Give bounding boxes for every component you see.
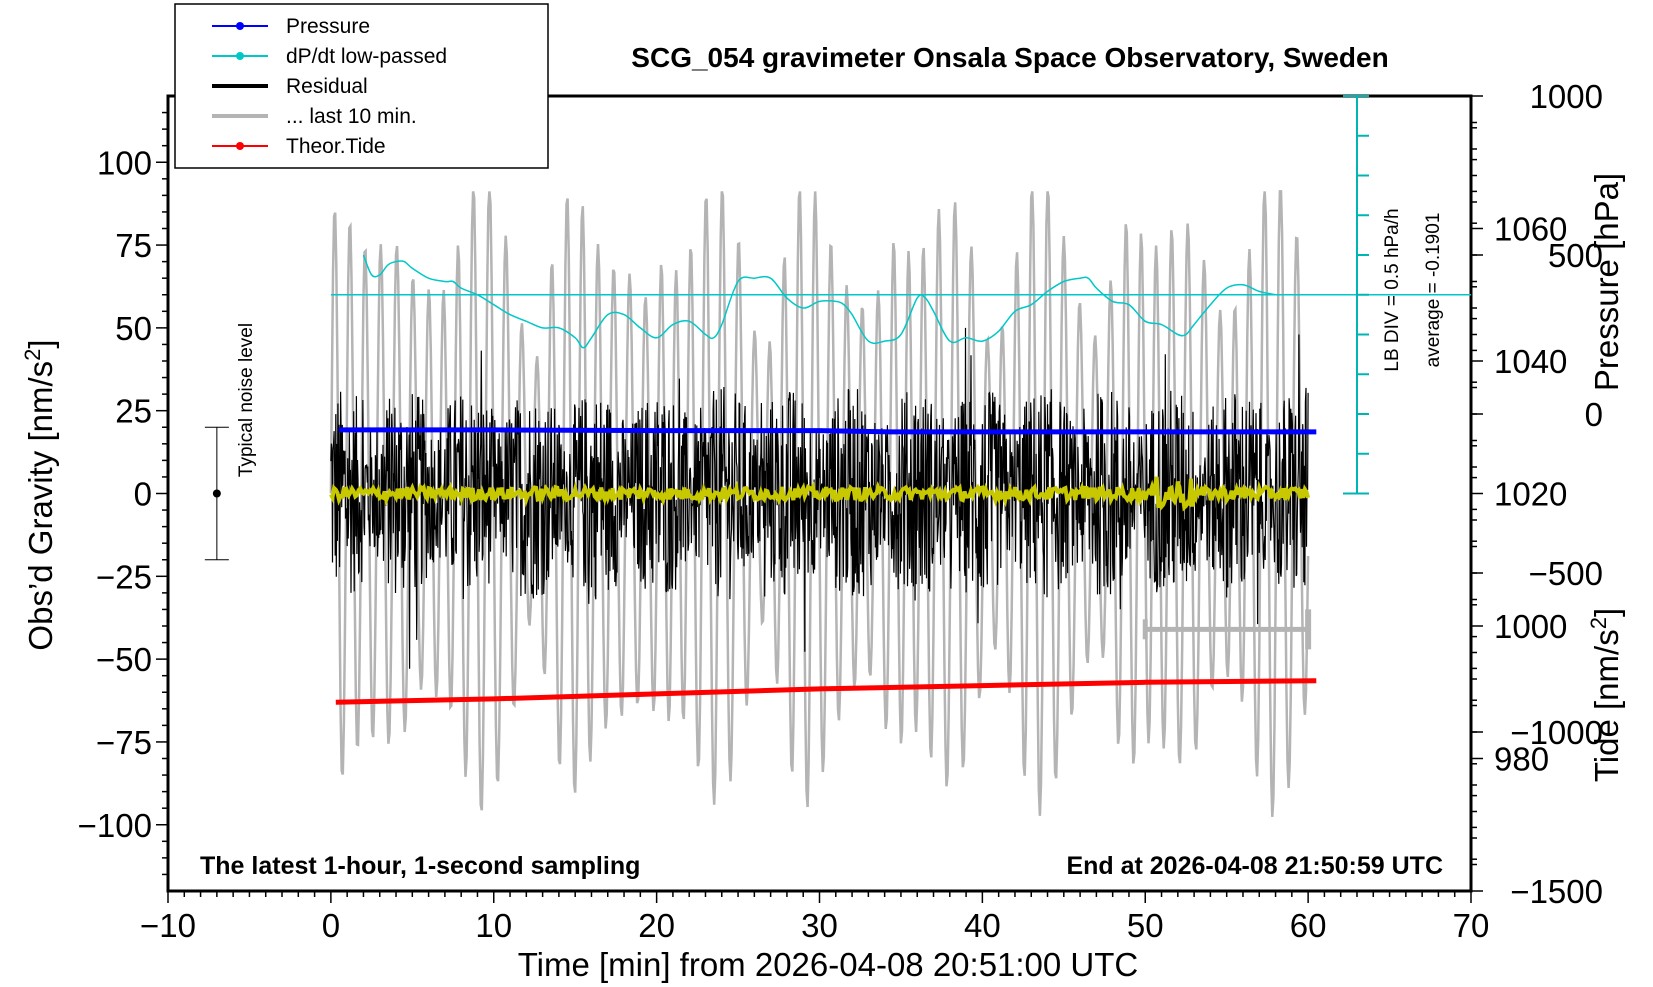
pressure-tick-label: 1020 — [1494, 476, 1567, 513]
chart-title: SCG_054 gravimeter Onsala Space Observat… — [631, 42, 1388, 73]
pressure-axis-title: Pressure [hPa] — [1588, 173, 1625, 391]
pressure-tick-label: 1000 — [1494, 608, 1567, 645]
pressure-line — [339, 427, 1317, 435]
legend-marker — [236, 142, 244, 150]
bottom-right-note: End at 2026-04-08 21:50:59 UTC — [1066, 852, 1443, 880]
tide-axis-title-sup: 2 — [1586, 617, 1611, 629]
scale-bar-label: LB DIV = 0.5 hPa/h — [1382, 208, 1403, 371]
x-tick-label: 40 — [964, 907, 1001, 944]
tide-tick-label: −500 — [1529, 555, 1603, 592]
gravity-tick-label: 0 — [134, 476, 152, 513]
tide-tick-label: −1500 — [1510, 873, 1603, 910]
legend-marker — [236, 22, 244, 30]
pressure-tick-label: 980 — [1494, 741, 1549, 778]
x-tick-label: 0 — [322, 907, 340, 944]
pressure-layer — [339, 427, 1317, 435]
tide-axis-title-end: ] — [1588, 608, 1625, 617]
gravity-tick-label: 100 — [97, 144, 152, 181]
theor-tide-layer — [335, 678, 1317, 705]
tide-axis-title: Tide [nm/s2] — [1586, 608, 1625, 782]
tide-tick-label: 1000 — [1530, 78, 1603, 115]
x-tick-label: 20 — [638, 907, 675, 944]
tide-tick-label: −1000 — [1510, 714, 1603, 751]
legend-label: Theor.Tide — [286, 135, 386, 158]
legend-label: Residual — [286, 75, 368, 98]
gravity-tick-label: 50 — [115, 310, 152, 347]
ticks-layer: −10 0 10 20 30 40 50 60 701007550250−25−50−75−10… — [78, 78, 1603, 944]
gravity-tick-label: −100 — [78, 807, 152, 844]
left-axis-title: Obs’d Gravity [nm/s2] — [20, 339, 59, 650]
legend-marker — [236, 52, 244, 60]
x-tick-label: 30 — [801, 907, 838, 944]
tide-tick-label: 500 — [1548, 237, 1603, 274]
pressure-tick-label: 1040 — [1494, 343, 1567, 380]
noise-bar-center — [212, 489, 221, 498]
gravity-tick-label: −25 — [96, 558, 152, 595]
legend-box — [174, 3, 549, 169]
left-axis-title-end: ] — [22, 339, 59, 348]
x-tick-label: 10 — [475, 907, 512, 944]
dpdt-layer — [330, 254, 1471, 349]
legend-label: Pressure — [286, 15, 370, 38]
noise-label: Typical noise level — [236, 323, 257, 477]
annotation-layer — [204, 95, 1369, 650]
x-axis-title: Time [min] from 2026-04-08 20:51:00 UTC — [518, 946, 1139, 983]
tide-axis-title-main: Tide [nm/s — [1588, 629, 1625, 782]
theor-tide-line — [335, 678, 1317, 705]
gravity-tick-label: −50 — [96, 641, 152, 678]
pressure-tick-label: 1060 — [1494, 211, 1567, 248]
x-tick-label: 70 — [1453, 907, 1490, 944]
x-tick-label: 50 — [1127, 907, 1164, 944]
bottom-left-note: The latest 1-hour, 1-second sampling — [200, 852, 640, 880]
residual-lowpass-layer — [329, 476, 1311, 512]
left-axis-title-main: Obs’d Gravity [nm/s — [22, 361, 59, 651]
residual-lowpass-line — [329, 476, 1311, 512]
gravity-tick-label: 75 — [115, 227, 152, 264]
legend-label: dP/dt low-passed — [286, 45, 447, 68]
gravity-tick-label: −75 — [96, 724, 152, 761]
gravity-tick-label: 25 — [115, 393, 152, 430]
legend-label: ... last 10 min. — [286, 105, 417, 128]
legend: Pressure dP/dt low-passed Residual ... last… — [174, 3, 549, 169]
dpdt-lowpass-line — [362, 254, 1276, 349]
left-axis-title-sup: 2 — [20, 349, 45, 361]
x-tick-label: −10 — [140, 907, 196, 944]
average-label: average = -0.1901 — [1423, 213, 1444, 368]
x-tick-label: 60 — [1290, 907, 1327, 944]
tide-tick-label: 0 — [1585, 396, 1603, 433]
